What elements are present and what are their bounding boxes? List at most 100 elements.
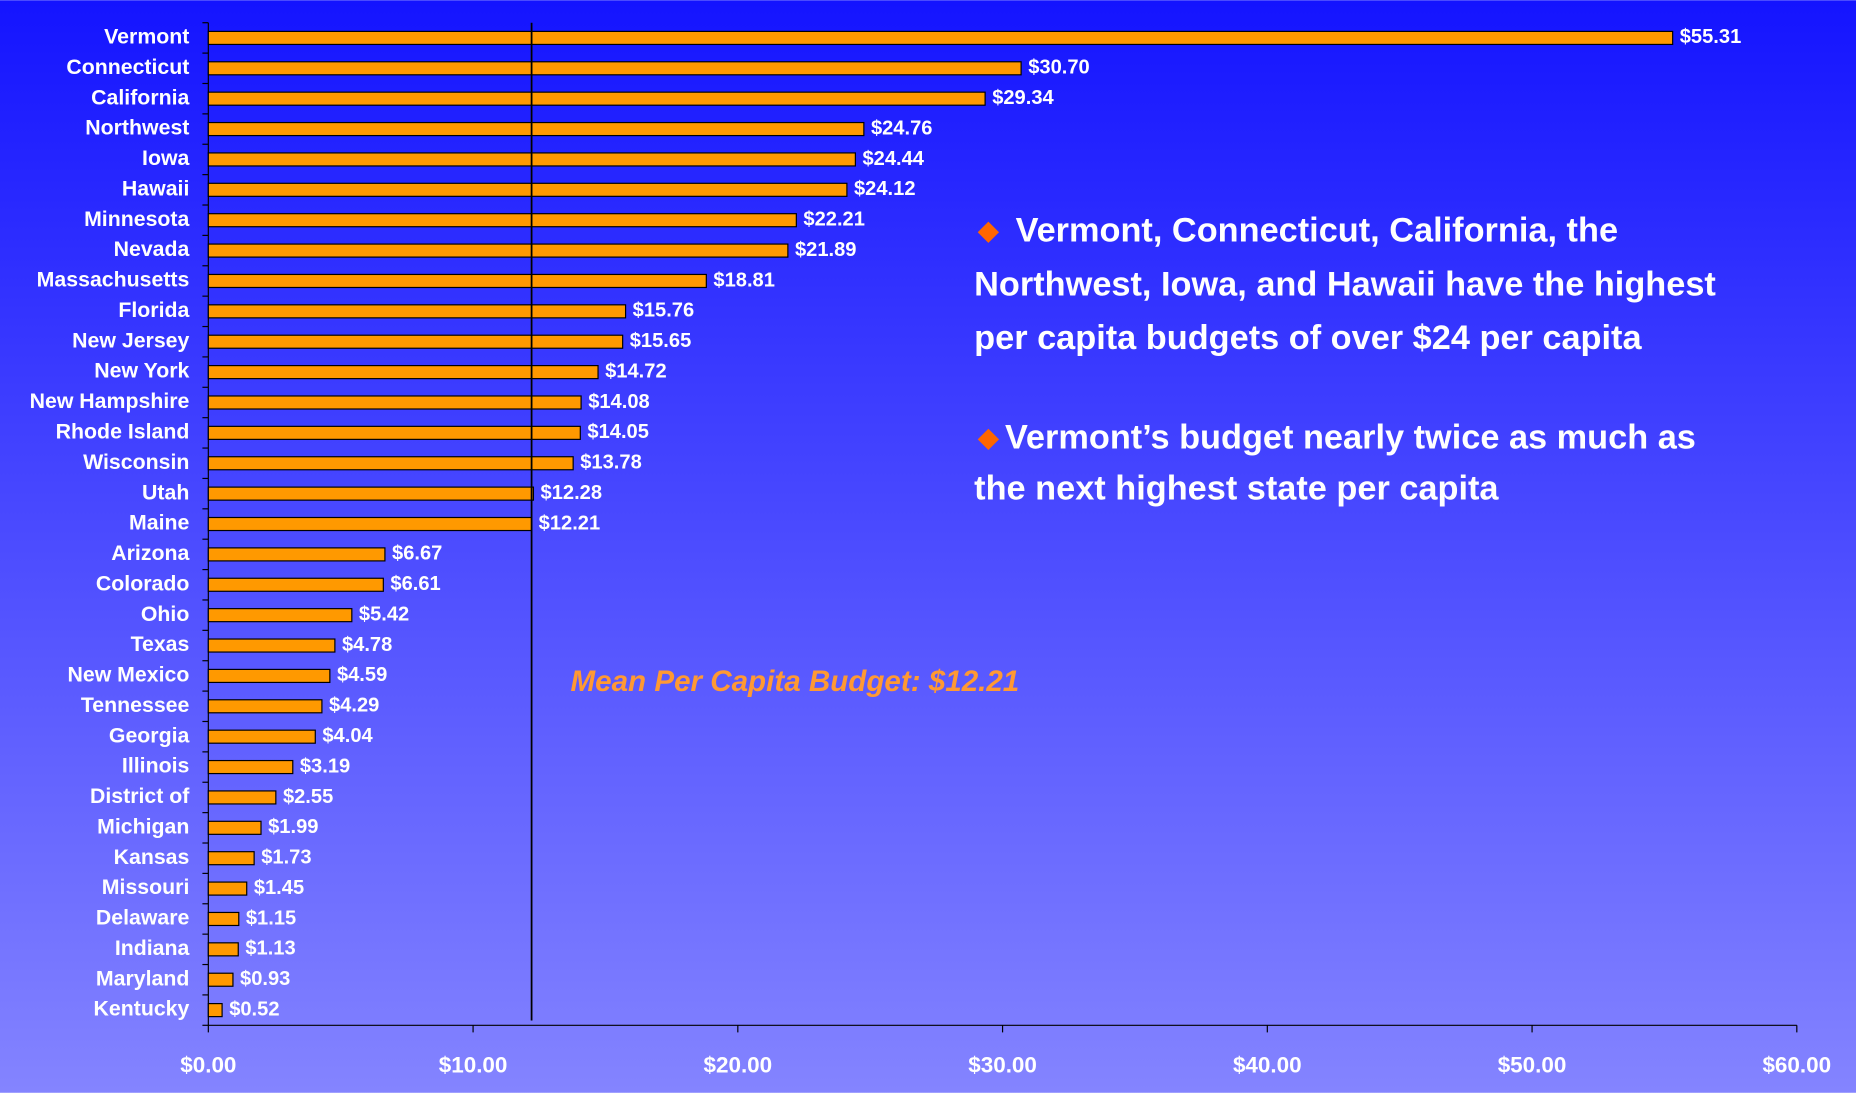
y-tick-label: Minnesota xyxy=(84,207,189,231)
bar xyxy=(207,121,865,137)
y-tick-label: Indiana xyxy=(115,936,190,960)
bar xyxy=(207,91,986,106)
x-tick-label: $50.00 xyxy=(1498,1053,1567,1078)
value-label: $14.72 xyxy=(605,360,667,382)
bar xyxy=(207,699,323,714)
annotation-line: the next highest state per capita xyxy=(974,469,1499,507)
value-label: $4.59 xyxy=(337,664,387,686)
y-tick-label: Georgia xyxy=(109,723,190,747)
value-label: $13.78 xyxy=(580,452,642,474)
annotation-line: Northwest, Iowa, and Hawaii have the hig… xyxy=(974,266,1716,304)
y-tick-label: Utah xyxy=(142,480,189,504)
y-tick-label: New York xyxy=(94,359,189,383)
value-label: $4.29 xyxy=(329,695,379,717)
y-tick-label: Hawaii xyxy=(122,176,189,200)
y-tick-label: California xyxy=(91,85,189,109)
value-label: $12.28 xyxy=(541,482,603,504)
bar xyxy=(207,456,574,471)
bar xyxy=(207,790,277,805)
bar xyxy=(207,334,624,349)
value-label: $6.67 xyxy=(392,543,442,565)
bar xyxy=(207,395,582,410)
value-label: $4.78 xyxy=(342,634,392,656)
y-tick-label: Delaware xyxy=(96,906,190,930)
value-label: $15.65 xyxy=(630,330,692,352)
bar xyxy=(207,668,331,684)
bar xyxy=(207,942,239,957)
y-tick-label: Illinois xyxy=(122,754,189,778)
value-label: $6.61 xyxy=(390,573,440,595)
bar xyxy=(207,61,1022,76)
annotation-line: Vermont’s budget nearly twice as much as xyxy=(1005,418,1696,456)
x-tick-label: $30.00 xyxy=(968,1053,1037,1078)
bar xyxy=(207,365,599,380)
bar xyxy=(207,425,581,440)
value-label: $1.15 xyxy=(246,907,296,929)
value-label: $30.70 xyxy=(1028,57,1090,79)
reference-label: Mean Per Capita Budget: $12.21 xyxy=(571,665,1020,698)
bar xyxy=(207,1003,223,1018)
bar xyxy=(207,851,255,866)
value-label: $18.81 xyxy=(713,269,775,291)
bar xyxy=(207,881,248,896)
y-tick-label: Michigan xyxy=(97,814,189,838)
bar xyxy=(207,608,353,623)
bar xyxy=(207,30,1674,46)
y-tick-label: Wisconsin xyxy=(83,450,189,474)
x-tick-label: $40.00 xyxy=(1233,1053,1302,1078)
x-tick-label: $60.00 xyxy=(1762,1053,1831,1078)
value-label: $3.19 xyxy=(300,755,350,777)
bar xyxy=(207,273,707,289)
bar xyxy=(207,911,240,927)
value-label: $21.89 xyxy=(795,239,857,261)
y-tick-label: Kansas xyxy=(114,845,190,869)
bar xyxy=(207,729,316,744)
y-tick-label: Texas xyxy=(131,632,190,656)
value-label: $1.45 xyxy=(254,877,304,899)
y-tick-label: Colorado xyxy=(96,571,189,595)
annotation-line: per capita budgets of over $24 per capit… xyxy=(974,319,1642,357)
y-tick-label: Ohio xyxy=(141,602,190,626)
y-tick-label: District of xyxy=(90,784,190,808)
y-tick-label: New Jersey xyxy=(72,328,189,352)
bar xyxy=(207,547,386,562)
y-tick-label: Kentucky xyxy=(94,997,190,1021)
value-label: $22.21 xyxy=(803,209,865,231)
y-tick-label: Rhode Island xyxy=(56,419,190,443)
x-tick-label: $10.00 xyxy=(439,1053,508,1078)
y-tick-label: Maryland xyxy=(96,966,190,990)
value-label: $55.31 xyxy=(1680,26,1742,48)
y-tick-label: Missouri xyxy=(102,875,190,899)
bullet xyxy=(977,428,1000,451)
bar xyxy=(207,820,262,835)
value-label: $0.52 xyxy=(229,998,279,1020)
y-tick-label: Florida xyxy=(118,298,189,322)
value-label: $14.05 xyxy=(587,421,649,443)
y-tick-label: Connecticut xyxy=(66,55,189,79)
bar xyxy=(207,243,789,258)
value-label: $24.12 xyxy=(854,178,916,200)
value-label: $1.13 xyxy=(245,938,295,960)
annotation-line: Vermont, Connecticut, California, the xyxy=(1016,211,1618,249)
value-label: $2.55 xyxy=(283,786,333,808)
y-tick-label: Maine xyxy=(129,511,190,535)
x-tick-label: $0.00 xyxy=(180,1053,236,1078)
bar xyxy=(207,486,535,501)
bar xyxy=(207,304,627,319)
x-tick-label: $20.00 xyxy=(703,1053,772,1078)
value-label: $4.04 xyxy=(322,725,373,747)
value-label: $14.08 xyxy=(588,391,650,413)
bar xyxy=(207,638,336,653)
y-tick-label: Tennessee xyxy=(81,693,190,717)
value-label: $1.73 xyxy=(261,847,311,869)
y-tick-label: Nevada xyxy=(114,237,190,261)
value-label: $0.93 xyxy=(240,968,290,990)
bar xyxy=(207,577,384,592)
value-label: $29.34 xyxy=(992,87,1054,109)
value-label: $24.44 xyxy=(862,148,924,170)
y-tick-label: Arizona xyxy=(111,541,189,565)
value-label: $5.42 xyxy=(359,603,409,625)
bar xyxy=(207,759,294,775)
